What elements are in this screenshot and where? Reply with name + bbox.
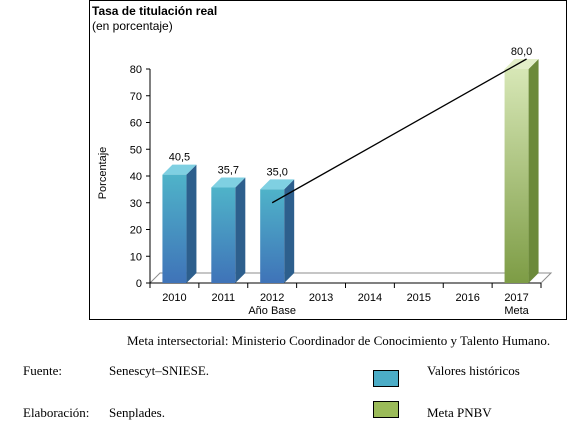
y-tick-label: 0 [136,278,142,290]
x-tick-label: 2010 [162,292,186,304]
bar-meta [504,69,529,283]
x-tick-label: 2013 [309,292,333,304]
meta-note: Meta intersectorial: Ministerio Coordina… [127,333,551,348]
bar-historicos [211,187,236,283]
bar-historicos-side [235,177,246,283]
x-tick-label: 2017 [504,292,528,304]
x-tick-sublabel: Meta [504,305,529,317]
y-tick-label: 10 [130,251,142,263]
y-tick-label: 60 [130,118,142,130]
x-tick-label: 2011 [211,292,235,304]
chart-frame: 0 10 20 30 40 50 60 70 80 2010 2011 2012 Año Base 201… [89,0,567,320]
bar-historicos-side [284,179,295,283]
bar-historicos [162,174,187,283]
bar-historicos-top [211,177,246,188]
legend-label-meta: Meta PNBV [427,405,492,420]
x-tick-label: 2015 [407,292,431,304]
data-label: 35,7 [218,165,239,177]
fuente-label: Fuente: [23,363,62,378]
bar-historicos [260,189,285,283]
x-tick-label: 2016 [455,292,479,304]
elaboracion-value: Senplades. [109,405,165,420]
y-tick-label: 80 [130,64,142,76]
y-tick-label: 70 [130,91,142,103]
bar-meta-side [528,59,539,283]
y-tick-label: 30 [130,198,142,210]
data-label: 35,0 [266,166,287,178]
legend-swatch-meta [373,401,399,418]
trend-line [271,58,527,204]
data-label: 80,0 [511,46,532,58]
x-tick-label: 2014 [358,292,382,304]
fuente-value: Senescyt–SNIESE. [109,363,210,378]
chart-floor [148,272,553,284]
y-tick-label: 50 [130,144,142,156]
data-label: 40,5 [169,152,190,164]
bar-historicos-top [260,179,295,190]
x-tick-label: 2012 [260,292,284,304]
chart-subtitle: (en porcentaje) [92,19,173,33]
bar-historicos-side [186,164,197,283]
y-axis-label: Porcentaje [97,147,109,200]
legend-swatch-historicos [373,370,399,387]
x-tick-sublabel: Año Base [248,305,296,317]
y-tick-label: 40 [130,171,142,183]
bar-historicos-top [162,164,197,175]
legend-label-historicos: Valores históricos [427,363,520,378]
elaboracion-label: Elaboración: [23,405,90,420]
chart-title: Tasa de titulación real [92,4,217,18]
y-tick-label: 20 [130,225,142,237]
